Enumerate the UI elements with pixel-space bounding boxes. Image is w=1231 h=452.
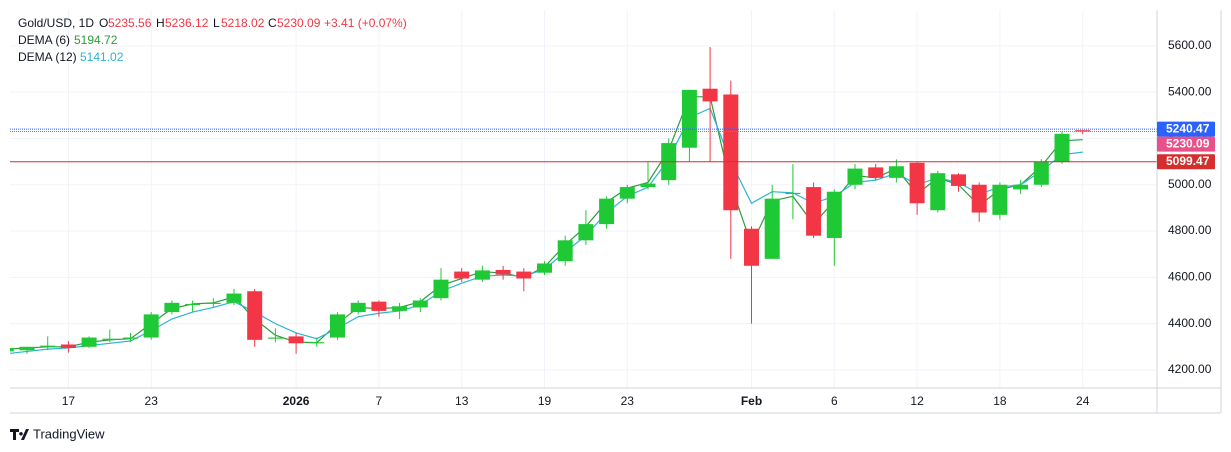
x-tick-label: 13 — [455, 394, 469, 408]
candle-body — [123, 337, 138, 339]
candle-body — [19, 346, 35, 351]
x-tick-label: 2026 — [283, 394, 310, 408]
candle-body — [599, 198, 615, 225]
candle-body — [909, 162, 925, 204]
ohlc-value: 5235.56 — [108, 16, 152, 30]
candle-body — [392, 306, 408, 311]
candle-body — [1033, 161, 1049, 185]
candle-body — [102, 338, 118, 340]
x-tick-label: 24 — [1076, 394, 1090, 408]
candle-body — [10, 347, 14, 352]
y-tick-label: 5600.00 — [1168, 38, 1212, 52]
symbol: Gold/USD, 1D — [18, 16, 94, 30]
ohlc-prefix: C — [268, 16, 277, 30]
logo — [10, 429, 29, 440]
candle-body — [868, 167, 884, 178]
candle-body — [681, 89, 697, 148]
x-tick-label: 19 — [538, 394, 552, 408]
axis: 4200.004400.004600.004800.005000.005200.… — [62, 38, 1215, 408]
candle-body — [350, 302, 366, 313]
y-tick-label: 5000.00 — [1168, 177, 1212, 191]
x-tick-label: 23 — [145, 394, 159, 408]
candle-body — [557, 240, 573, 262]
price-label: 5099.47 — [1166, 154, 1210, 168]
price-label: 5230.09 — [1166, 136, 1210, 150]
y-tick-label: 4400.00 — [1168, 316, 1212, 330]
x-tick-label: 7 — [376, 394, 383, 408]
candle-body — [1013, 184, 1029, 190]
candle-body — [1054, 133, 1070, 162]
price-label-box — [1157, 121, 1215, 137]
candle-body — [992, 184, 1008, 215]
price-label: 5240.47 — [1166, 121, 1210, 135]
candle-body — [640, 183, 656, 188]
candle-body — [826, 191, 842, 239]
ohlc-value: 5236.12 — [165, 16, 209, 30]
y-tick-label: 4800.00 — [1168, 223, 1212, 237]
candle-body — [951, 174, 966, 186]
candle-body — [288, 336, 304, 344]
legend-name: DEMA (6) — [18, 33, 70, 47]
x-tick-label: 17 — [62, 394, 76, 408]
candle-body — [806, 187, 822, 236]
candle-body — [412, 300, 428, 308]
candle-body — [723, 94, 739, 211]
candle-body — [474, 270, 490, 280]
candle-body — [537, 263, 552, 273]
y-tick-label: 4200.00 — [1168, 362, 1212, 376]
plot — [10, 47, 1157, 354]
candle-body — [309, 342, 325, 344]
candle-body — [744, 228, 759, 266]
legend-value: 5194.72 — [74, 33, 118, 47]
candle-body — [971, 184, 987, 213]
candle-body — [247, 291, 263, 340]
candle-body — [930, 173, 946, 211]
legend-name: DEMA (12) — [18, 50, 77, 64]
ohlc-prefix: O — [99, 16, 108, 30]
candle-body — [330, 314, 345, 338]
candle-body — [81, 337, 97, 347]
price-label-box — [1157, 154, 1215, 170]
candle-body — [785, 192, 801, 195]
x-tick-label: 6 — [831, 394, 838, 408]
candle-body — [205, 302, 221, 304]
footer: TradingView — [10, 426, 105, 441]
candle-body — [60, 344, 76, 348]
x-tick-label: 12 — [910, 394, 924, 408]
candle-body — [371, 301, 387, 311]
candle-body — [702, 88, 718, 102]
candle-body — [433, 279, 449, 299]
change: +3.41 (+0.07%) — [324, 16, 407, 30]
candle-body — [619, 187, 635, 199]
ohlc-prefix: H — [156, 16, 165, 30]
y-tick-label: 4600.00 — [1168, 270, 1212, 284]
candle-body — [888, 166, 904, 178]
legend-value: 5141.02 — [80, 50, 124, 64]
ohlc-value: 5218.02 — [221, 16, 265, 30]
x-tick-label: 23 — [621, 394, 635, 408]
candle-body — [40, 345, 56, 347]
candle-body — [226, 293, 242, 303]
candle-body — [847, 168, 863, 185]
candle-body — [164, 302, 180, 313]
candle-body — [764, 198, 780, 259]
candle-body — [1075, 130, 1091, 132]
y-tick-label: 5400.00 — [1168, 84, 1212, 98]
candle-body — [267, 337, 283, 339]
legend: Gold/USD, 1D O 5235.56 H 5236.12 L 5218.… — [18, 16, 407, 64]
brand: TradingView — [33, 426, 105, 441]
x-tick-label: 18 — [993, 394, 1007, 408]
ohlc-prefix: L — [213, 16, 220, 30]
candle-body — [578, 224, 594, 241]
candle-body — [516, 271, 532, 279]
candle-body — [454, 271, 470, 279]
ohlc-value: 5230.09 — [277, 16, 321, 30]
x-tick-label: Feb — [741, 394, 762, 408]
candle-body — [495, 269, 511, 275]
candle-body — [143, 314, 159, 338]
price-label-box — [1157, 136, 1215, 152]
candle-body — [185, 303, 201, 306]
